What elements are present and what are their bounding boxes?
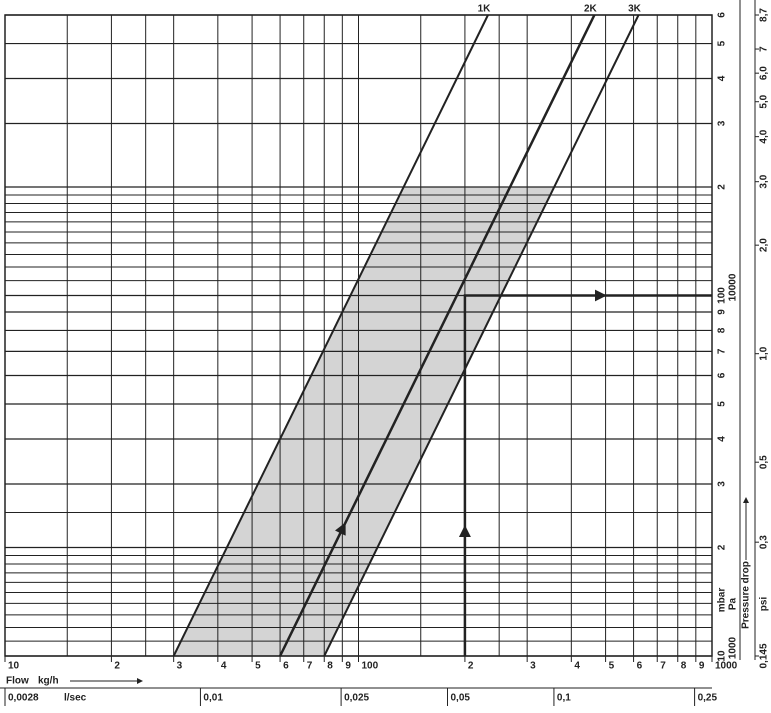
x-tick-label: 8 [327, 661, 333, 672]
y3-tick-label: 2,0 [759, 238, 770, 252]
example-path [463, 294, 712, 656]
x-tick-label: 3 [530, 661, 536, 672]
x-tick-label: 4 [221, 661, 227, 672]
series-label: 2K [584, 4, 598, 15]
series-label: 1K [478, 4, 492, 15]
x2-axis-title: l/sec [64, 693, 87, 704]
y-tick-label: 2 [717, 544, 728, 550]
plot-frame [4, 14, 713, 657]
x2-tick-label: 0,1 [557, 693, 571, 704]
y-tick-label: 6 [717, 12, 728, 18]
y-tick-label: 9 [717, 309, 728, 315]
y2-tick-label: 1000 [728, 636, 739, 659]
y-tick-label: 3 [717, 481, 728, 487]
x-tick-label: 6 [637, 661, 643, 672]
y3-tick-label: 1,0 [759, 346, 770, 360]
arrow [332, 522, 346, 548]
y3-tick-label: 6,0 [759, 66, 770, 80]
x-axis-title: Flow [6, 676, 29, 687]
x-tick-label: 9 [345, 661, 351, 672]
y3-axis-title: psi [759, 597, 770, 612]
x-tick-label: 8 [681, 661, 687, 672]
y3-tick-label: 3,0 [759, 174, 770, 188]
range-band [173, 186, 555, 656]
y2-axis-title: Pa [728, 597, 739, 610]
x-tick-label: 100 [362, 661, 379, 672]
y3-tick-label: 0,145 [759, 643, 770, 668]
y-axis-title: mbar [717, 588, 728, 613]
x2-tick-label: 0,0028 [8, 693, 39, 704]
y2-tick-label: 10000 [728, 273, 739, 301]
y-tick-label: 4 [717, 436, 728, 442]
x2-tick-label: 0,05 [451, 693, 471, 704]
y3-tick-label: 8,7 [759, 8, 770, 22]
x-tick-label: 7 [660, 661, 666, 672]
kv-line [323, 14, 640, 657]
y-tick-label: 10 [717, 650, 728, 662]
y3-tick-label: 7 [759, 46, 770, 52]
y-tick-label: 2 [717, 184, 728, 190]
x-tick-label: 10 [8, 661, 20, 672]
x2-tick-label: 0,01 [203, 693, 223, 704]
y-tick-label: 7 [717, 348, 728, 354]
y3-tick-label: 0,3 [759, 535, 770, 549]
y-tick-label: 100 [717, 287, 728, 304]
y3-tick-label: 4,0 [759, 129, 770, 143]
x-tick-label: 4 [574, 661, 580, 672]
x-tick-label: 2 [468, 661, 474, 672]
y3-tick-label: 5,0 [759, 94, 770, 108]
y-tick-label: 8 [717, 327, 728, 333]
x-tick-label: 1000 [715, 661, 738, 672]
y-tick-label: 5 [717, 40, 728, 46]
x2-tick-label: 0,025 [344, 693, 369, 704]
pressure-title: Pressure drop [741, 561, 752, 629]
y-tick-label: 3 [717, 120, 728, 126]
x-tick-label: 9 [699, 661, 705, 672]
y-tick-label: 5 [717, 401, 728, 407]
x-tick-label: 2 [114, 661, 120, 672]
x2-tick-label: 0,25 [698, 693, 718, 704]
x-tick-label: 6 [283, 661, 289, 672]
x-tick-label: 5 [255, 661, 261, 672]
kv-line [278, 14, 596, 657]
x-axis-unit: kg/h [38, 676, 59, 687]
x-tick-label: 3 [177, 661, 183, 672]
y-tick-label: 6 [717, 372, 728, 378]
y3-tick-label: 0,5 [759, 455, 770, 469]
x-tick-label: 7 [307, 661, 313, 672]
series-label: 3K [628, 4, 642, 15]
kv-line [172, 14, 489, 657]
y-tick-label: 4 [717, 75, 728, 81]
x-tick-label: 5 [609, 661, 615, 672]
